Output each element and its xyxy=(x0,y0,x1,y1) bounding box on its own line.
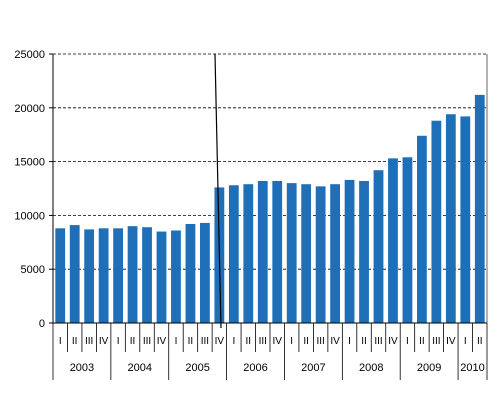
quarter-label: IV xyxy=(273,336,283,347)
quarter-label: IV xyxy=(388,336,398,347)
bar xyxy=(171,230,181,323)
bar xyxy=(373,170,384,323)
bar xyxy=(257,180,268,323)
bar xyxy=(460,116,471,324)
quarter-label: III xyxy=(316,336,324,347)
bar xyxy=(431,120,442,323)
quarter-label: IV xyxy=(330,336,340,347)
bar xyxy=(98,228,109,323)
quarter-label: II xyxy=(361,336,367,347)
quarter-label: II xyxy=(72,336,78,347)
quarter-label: I xyxy=(232,336,235,347)
year-label: 2006 xyxy=(243,362,267,374)
bar xyxy=(402,157,413,323)
bar xyxy=(69,225,80,323)
year-label: 2008 xyxy=(359,362,383,374)
quarter-label: I xyxy=(117,336,120,347)
bar xyxy=(84,229,95,323)
quarter-label: III xyxy=(143,336,151,347)
x-year-labels: 2003 2004 2005 2006 2007 2008 2009 2010 xyxy=(52,352,488,380)
quarter-label: I xyxy=(175,336,178,347)
quarter-label: I xyxy=(290,336,293,347)
bar xyxy=(330,184,340,323)
quarter-label: I xyxy=(348,336,351,347)
year-label: 2005 xyxy=(185,362,209,374)
bar xyxy=(388,158,398,323)
quarter-label: III xyxy=(85,336,93,347)
bar xyxy=(156,231,167,323)
quarter-label: IV xyxy=(99,336,109,347)
bar xyxy=(55,228,66,323)
y-tick-labels: 0 5000 10000 15000 20000 25000 xyxy=(14,49,53,330)
bar xyxy=(359,180,369,323)
quarter-label: I xyxy=(464,336,467,347)
bar xyxy=(344,179,355,323)
bar xyxy=(185,224,196,323)
bar xyxy=(127,226,138,323)
quarter-label: IV xyxy=(446,336,456,347)
gridlines xyxy=(53,53,487,270)
quarter-label: II xyxy=(419,336,425,347)
bar xyxy=(286,183,297,323)
quarter-label: III xyxy=(374,336,382,347)
y-tick-label: 5000 xyxy=(21,264,45,276)
y-tick-label: 10000 xyxy=(14,210,45,222)
bar xyxy=(301,184,312,323)
bar xyxy=(417,135,427,323)
bar xyxy=(113,228,123,323)
y-tick-label: 20000 xyxy=(14,103,45,115)
bar xyxy=(315,186,326,323)
bars xyxy=(55,94,485,324)
bar xyxy=(200,222,210,323)
bar xyxy=(243,184,254,323)
quarter-label: II xyxy=(477,336,483,347)
year-label: 2004 xyxy=(128,362,152,374)
year-label: 2003 xyxy=(70,362,94,374)
bar xyxy=(272,180,283,323)
bar xyxy=(474,94,485,323)
series-break-line xyxy=(214,53,222,329)
y-tick-label: 0 xyxy=(39,318,45,330)
quarter-label: I xyxy=(59,336,62,347)
quarter-label: III xyxy=(432,336,440,347)
year-label: 2009 xyxy=(417,362,441,374)
quarter-label: II xyxy=(303,336,309,347)
quarter-label: III xyxy=(201,336,209,347)
year-label: 2010 xyxy=(460,362,484,374)
y-tick-label: 25000 xyxy=(14,49,45,61)
bar xyxy=(445,114,456,323)
quarter-label: IV xyxy=(157,336,167,347)
quarter-label: IV xyxy=(215,336,225,347)
bar xyxy=(142,227,152,323)
quarter-label: II xyxy=(188,336,194,347)
quarter-label: II xyxy=(130,336,136,347)
quarter-label: III xyxy=(259,336,267,347)
quarter-label: I xyxy=(406,336,409,347)
quarter-label: II xyxy=(246,336,252,347)
bar xyxy=(228,185,239,323)
y-tick-label: 15000 xyxy=(14,157,45,169)
x-quarter-labels: I II III IV I II III IV I II III IV I II III IV I II III IV… xyxy=(52,323,488,352)
year-label: 2007 xyxy=(301,362,325,374)
